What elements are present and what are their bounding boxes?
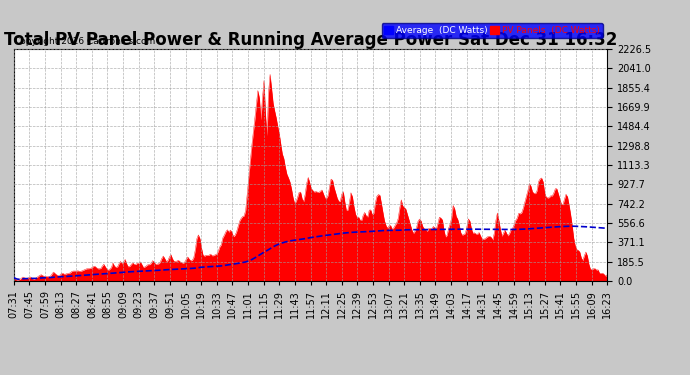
- Legend: Average  (DC Watts), PV Panels  (DC Watts): Average (DC Watts), PV Panels (DC Watts): [382, 23, 602, 38]
- Text: Copyright 2016 Cartronics.com: Copyright 2016 Cartronics.com: [14, 38, 155, 46]
- Title: Total PV Panel Power & Running Average Power Sat Dec 31 16:32: Total PV Panel Power & Running Average P…: [4, 31, 617, 49]
